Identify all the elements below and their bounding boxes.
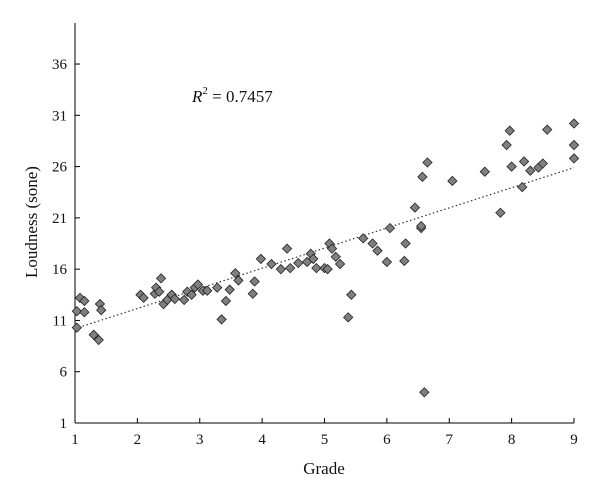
data-point <box>249 276 260 287</box>
data-point <box>358 233 369 244</box>
data-point <box>419 387 430 398</box>
data-point <box>293 257 304 269</box>
data-point <box>138 292 149 304</box>
x-tick-label: 7 <box>446 432 454 448</box>
data-point <box>343 312 354 323</box>
data-point <box>285 262 296 274</box>
data-point <box>212 282 223 293</box>
y-tick-label: 36 <box>52 57 68 73</box>
data-point <box>155 273 167 284</box>
data-point <box>281 243 293 254</box>
data-point <box>409 202 421 213</box>
data-point <box>447 175 458 187</box>
data-point <box>501 139 512 151</box>
data-point <box>154 286 165 297</box>
data-point <box>247 288 258 299</box>
r-squared-annotation: R2 = 0.7457 <box>191 85 273 106</box>
data-point <box>367 238 378 249</box>
y-tick-label: 1 <box>60 416 68 432</box>
x-tick-label: 8 <box>508 432 516 448</box>
data-point <box>74 292 86 304</box>
data-point <box>71 322 83 333</box>
data-point <box>568 153 580 164</box>
data-point <box>186 289 197 300</box>
data-point <box>422 157 433 168</box>
trendline <box>74 167 575 330</box>
data-point <box>308 253 319 265</box>
data-point <box>311 262 322 274</box>
data-point <box>525 165 536 176</box>
data-point <box>542 124 553 135</box>
data-point <box>322 263 333 275</box>
y-tick-label: 31 <box>52 108 67 124</box>
data-point <box>334 258 346 270</box>
y-axis-label: Loudness (sone) <box>22 166 41 278</box>
data-point <box>255 253 267 265</box>
data-point <box>330 251 341 263</box>
data-point <box>479 166 490 177</box>
data-point <box>96 305 107 316</box>
data-point <box>372 245 383 256</box>
data-point <box>326 243 338 254</box>
data-point <box>384 222 396 234</box>
x-tick-label: 3 <box>196 432 204 448</box>
data-point <box>79 307 90 318</box>
trendline-group <box>74 167 575 330</box>
x-axis-label: Grade <box>303 459 345 478</box>
data-point <box>266 258 277 270</box>
y-tick-label: 21 <box>52 211 67 227</box>
y-tick-label: 6 <box>60 365 68 381</box>
data-point <box>220 295 232 307</box>
y-tick-label: 11 <box>53 313 67 329</box>
data-point <box>381 256 393 268</box>
data-point <box>346 289 357 300</box>
data-point <box>169 293 180 305</box>
y-tick-label: 16 <box>52 262 68 278</box>
data-point <box>568 118 580 129</box>
data-point <box>495 207 506 218</box>
data-point <box>71 306 83 317</box>
y-tick-label: 26 <box>52 160 68 176</box>
x-tick-label: 1 <box>71 432 79 448</box>
data-point <box>88 329 99 340</box>
data-point <box>275 263 287 275</box>
data-point <box>517 181 528 193</box>
data-point <box>224 284 235 295</box>
data-point <box>417 171 428 183</box>
data-point <box>504 125 515 136</box>
data-point <box>178 294 190 306</box>
data-point <box>416 220 427 232</box>
x-tick-label: 2 <box>134 432 142 448</box>
x-tick-label: 9 <box>570 432 578 448</box>
data-point <box>79 295 90 307</box>
data-point <box>230 268 241 279</box>
x-tick-label: 4 <box>258 432 266 448</box>
x-tick-label: 6 <box>383 432 391 448</box>
data-point <box>518 156 530 167</box>
data-point <box>233 275 244 286</box>
data-point <box>202 285 213 296</box>
data-point <box>216 314 227 325</box>
data-point <box>93 334 104 346</box>
data-points <box>71 118 580 398</box>
data-point <box>399 255 410 267</box>
data-point <box>506 161 517 172</box>
data-point <box>537 158 548 169</box>
data-point <box>192 279 204 290</box>
data-point <box>400 238 411 249</box>
x-tick-label: 5 <box>321 432 329 448</box>
data-point <box>568 139 580 151</box>
